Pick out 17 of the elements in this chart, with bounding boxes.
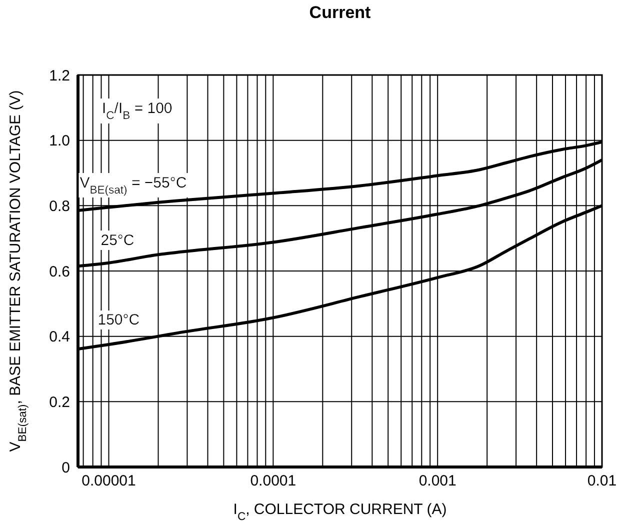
x-tick-label: 0.0001: [250, 472, 296, 490]
y-tick-label: 1.0: [49, 132, 70, 150]
y-tick-label: 0: [62, 459, 70, 476]
series-label: 150°C: [98, 312, 140, 328]
y-tick-label: 0.4: [49, 328, 70, 346]
x-axis-title: I$_{C}$, COLLECTOR CURRENT (A): [233, 501, 447, 522]
series-label: 25°C: [100, 232, 134, 249]
y-tick-label: 0.2: [49, 394, 70, 411]
x-tick-label: 0.001: [418, 472, 456, 490]
annotation: I$_{C}$/I$_{B}$ = 100: [102, 100, 172, 122]
y-tick-label: 1.2: [49, 67, 70, 84]
x-tick-label: 0.00001: [82, 472, 136, 490]
chart-title: Current: [309, 3, 372, 22]
y-tick-label: 0.8: [49, 198, 70, 215]
y-tick-label: 0.6: [49, 263, 70, 280]
x-tick-label: 0.01: [587, 472, 617, 490]
series-label: V$_{BE(sat)}$ = −55°C: [80, 174, 187, 196]
